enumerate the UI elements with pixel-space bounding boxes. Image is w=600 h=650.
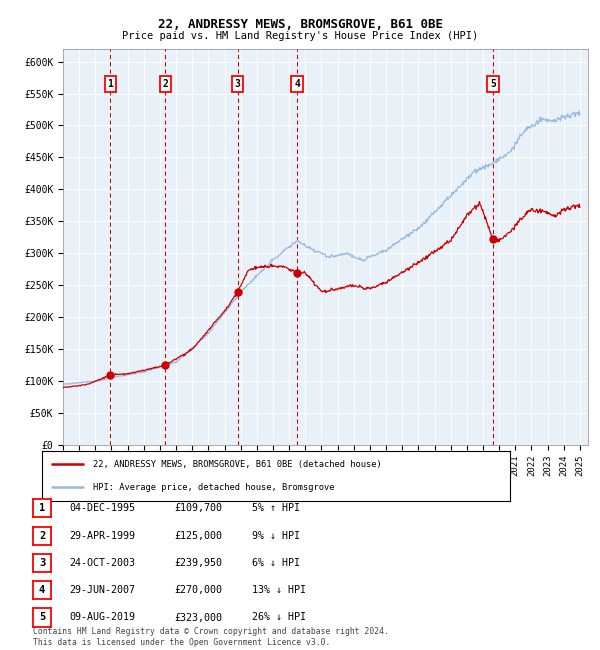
Text: £270,000: £270,000 (174, 585, 222, 595)
Text: £323,000: £323,000 (174, 612, 222, 623)
Text: 6% ↓ HPI: 6% ↓ HPI (252, 558, 300, 568)
Text: 3: 3 (39, 558, 45, 568)
Text: 13% ↓ HPI: 13% ↓ HPI (252, 585, 306, 595)
Text: 22, ANDRESSY MEWS, BROMSGROVE, B61 0BE: 22, ANDRESSY MEWS, BROMSGROVE, B61 0BE (157, 18, 443, 31)
Text: 5: 5 (490, 79, 496, 89)
Text: 5% ↑ HPI: 5% ↑ HPI (252, 503, 300, 514)
Text: 26% ↓ HPI: 26% ↓ HPI (252, 612, 306, 623)
Text: 5: 5 (39, 612, 45, 623)
Text: £125,000: £125,000 (174, 530, 222, 541)
Text: 1: 1 (39, 503, 45, 514)
Text: 2: 2 (39, 530, 45, 541)
Text: HPI: Average price, detached house, Bromsgrove: HPI: Average price, detached house, Brom… (94, 483, 335, 491)
Text: 9% ↓ HPI: 9% ↓ HPI (252, 530, 300, 541)
Text: 4: 4 (39, 585, 45, 595)
Text: Price paid vs. HM Land Registry's House Price Index (HPI): Price paid vs. HM Land Registry's House … (122, 31, 478, 41)
Text: 1: 1 (107, 79, 113, 89)
Text: 04-DEC-1995: 04-DEC-1995 (69, 503, 135, 514)
Text: 29-APR-1999: 29-APR-1999 (69, 530, 135, 541)
Text: 2: 2 (163, 79, 168, 89)
Text: £109,700: £109,700 (174, 503, 222, 514)
Text: 22, ANDRESSY MEWS, BROMSGROVE, B61 0BE (detached house): 22, ANDRESSY MEWS, BROMSGROVE, B61 0BE (… (94, 460, 382, 469)
Text: £239,950: £239,950 (174, 558, 222, 568)
Text: 4: 4 (294, 79, 300, 89)
Text: 3: 3 (235, 79, 241, 89)
Text: 09-AUG-2019: 09-AUG-2019 (69, 612, 135, 623)
Text: Contains HM Land Registry data © Crown copyright and database right 2024.
This d: Contains HM Land Registry data © Crown c… (33, 627, 389, 647)
Text: 24-OCT-2003: 24-OCT-2003 (69, 558, 135, 568)
Text: 29-JUN-2007: 29-JUN-2007 (69, 585, 135, 595)
